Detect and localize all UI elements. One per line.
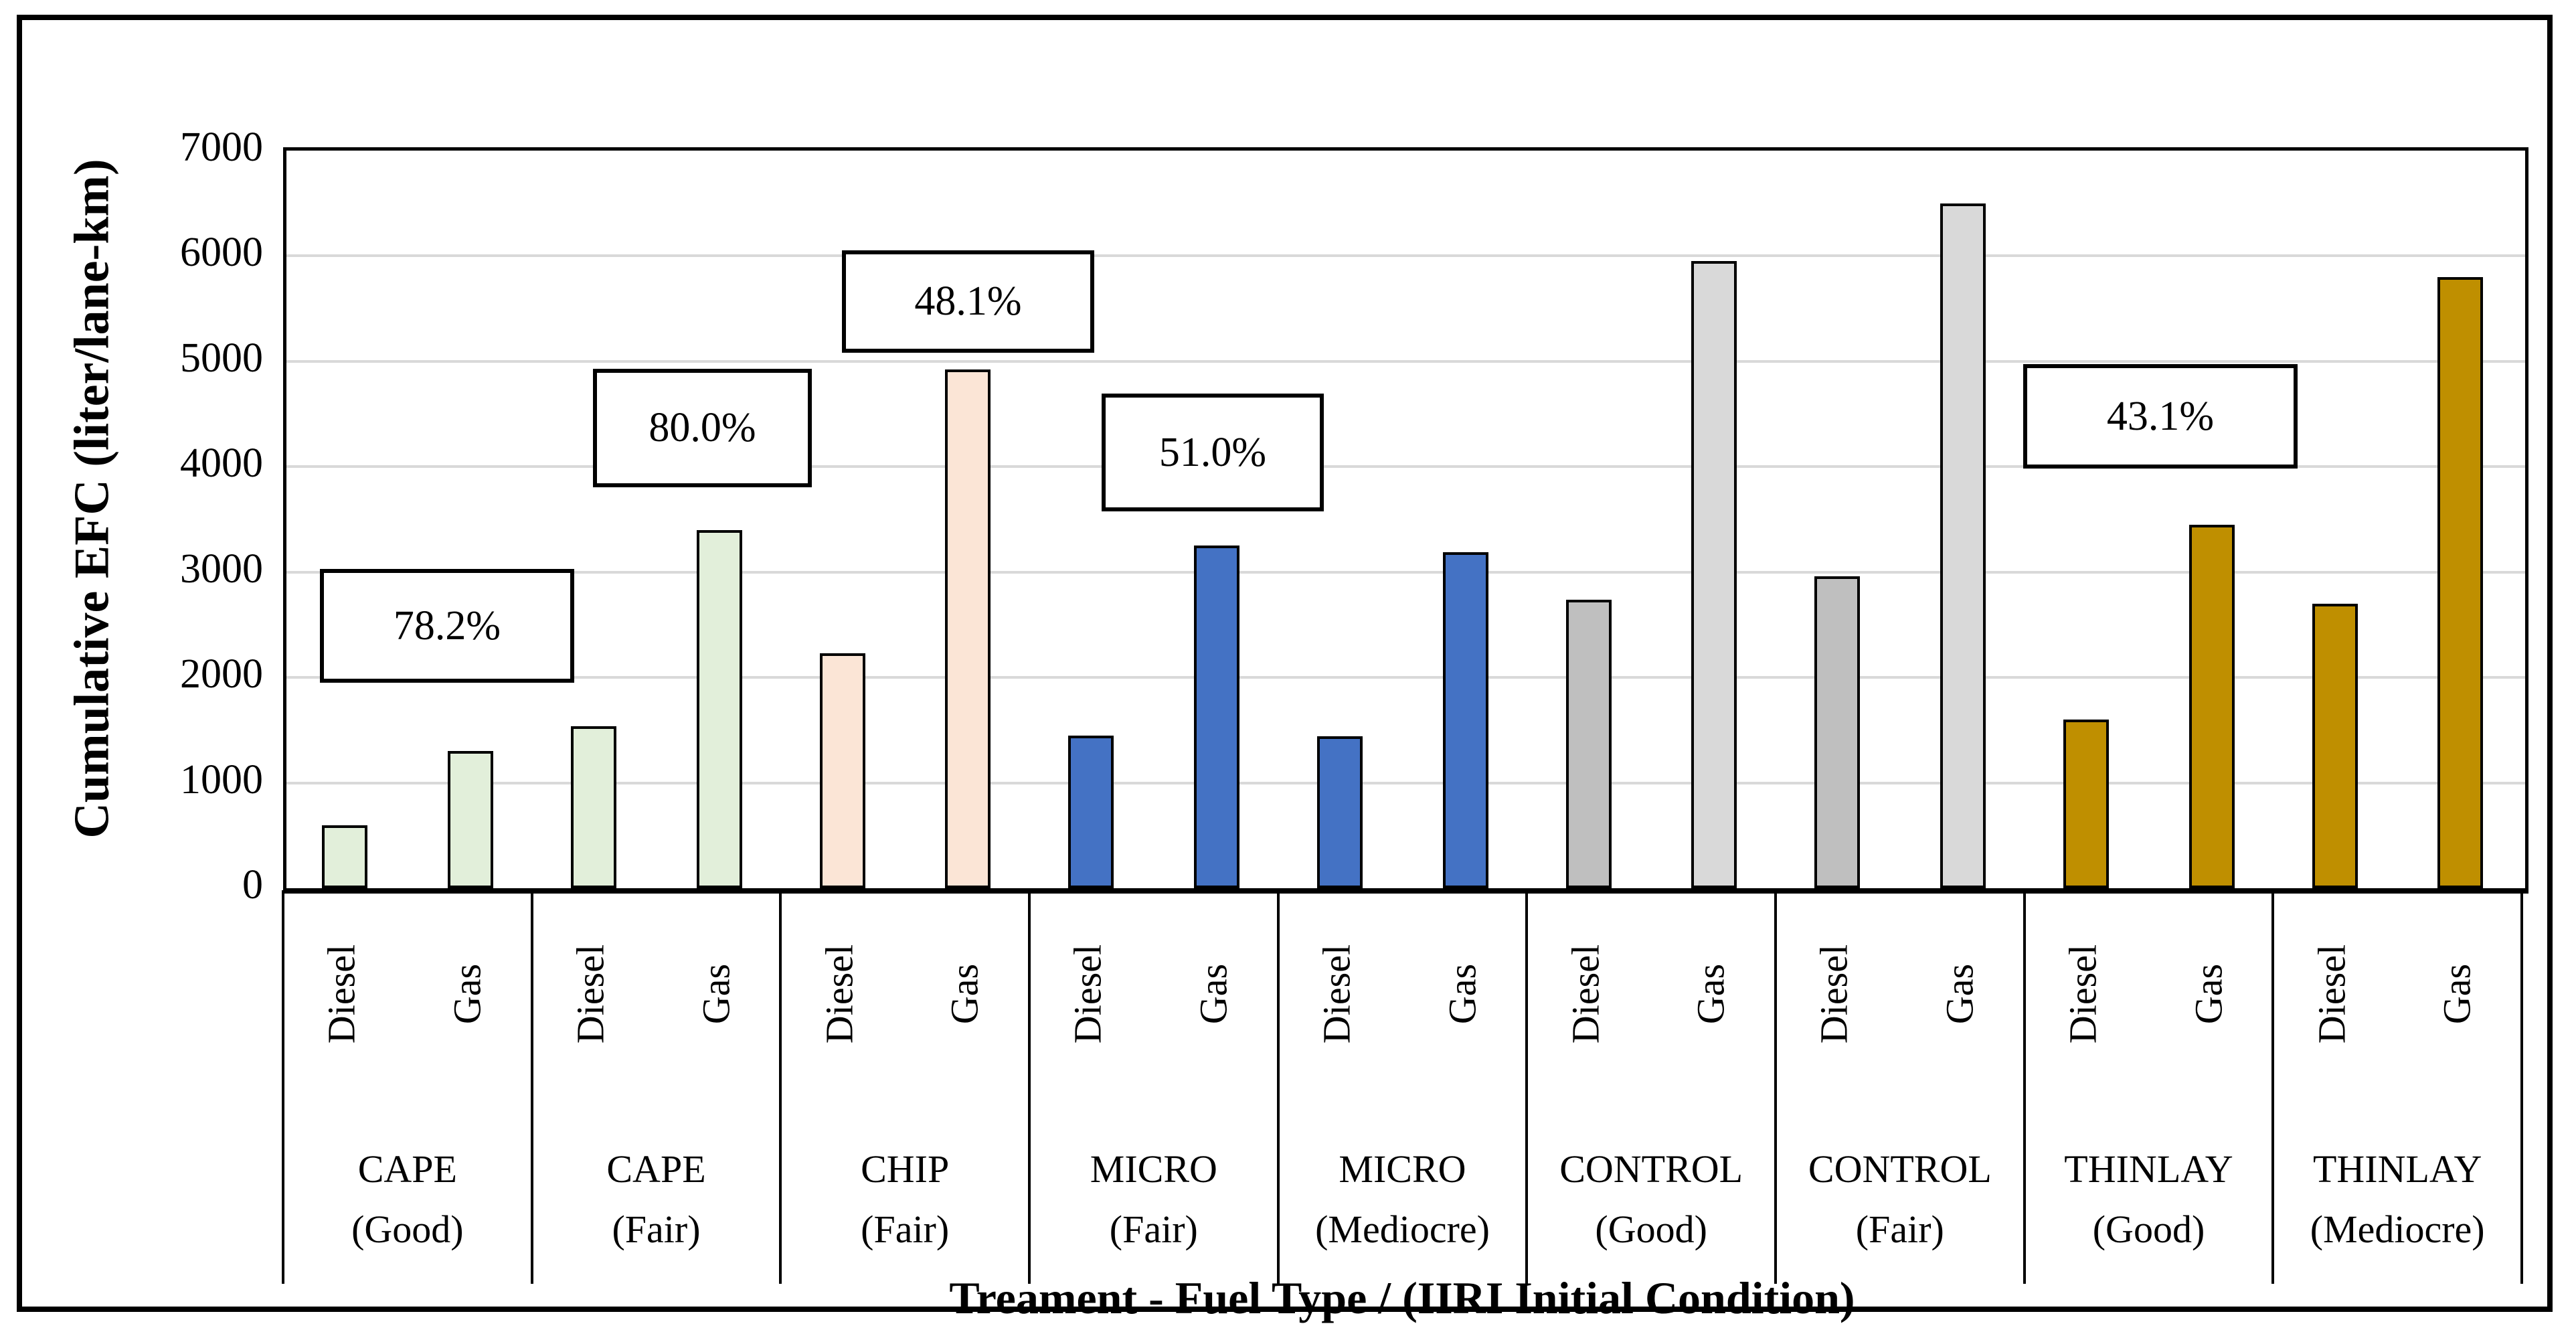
group-label-micro-mediocre: MICRO (Mediocre) bbox=[1315, 1139, 1490, 1260]
bar-control-fair-diesel bbox=[1814, 576, 1861, 888]
y-tick-label-2000: 2000 bbox=[180, 651, 263, 697]
group-treatment-text: MICRO bbox=[1090, 1147, 1217, 1191]
bar-thinlay-good-gas bbox=[2188, 524, 2235, 888]
bar-micro-mediocre-diesel bbox=[1317, 736, 1363, 888]
fuel-label-cape-good-gas: Gas bbox=[445, 963, 489, 1025]
group-treatment-text: CHIP bbox=[861, 1147, 950, 1191]
group-treatment-text: CAPE bbox=[606, 1147, 706, 1191]
gridline-3000 bbox=[286, 570, 2525, 574]
bar-thinlay-mediocre-gas bbox=[2437, 276, 2484, 888]
group-condition-text: (Good) bbox=[2092, 1207, 2205, 1251]
y-tick-label-6000: 6000 bbox=[180, 230, 263, 276]
plot-area: 78.2% 80.0% 48.1% 51.0% 43.1% bbox=[283, 147, 2528, 894]
fuel-label-thinlay-good-diesel: Diesel bbox=[2061, 944, 2105, 1044]
percent-label-43.1: 43.1% bbox=[2023, 364, 2298, 469]
fuel-label-micro-mediocre-gas: Gas bbox=[1440, 963, 1484, 1025]
group-condition-text: (Good) bbox=[1595, 1207, 1707, 1251]
gridline-2000 bbox=[286, 676, 2525, 679]
bar-control-fair-gas bbox=[1940, 203, 1986, 888]
y-tick-label-3000: 3000 bbox=[180, 546, 263, 592]
group-treatment-text: CAPE bbox=[357, 1147, 457, 1191]
category-separator-8 bbox=[2271, 890, 2275, 1284]
group-label-cape-fair: CAPE (Fair) bbox=[606, 1139, 705, 1260]
bar-chip-fair-diesel bbox=[819, 653, 865, 888]
gridline-5000 bbox=[286, 359, 2525, 363]
fuel-label-chip-fair-diesel: Diesel bbox=[817, 944, 861, 1044]
bar-chip-fair-gas bbox=[945, 369, 991, 888]
gridline-6000 bbox=[286, 254, 2525, 258]
group-condition-text: (Good) bbox=[351, 1207, 464, 1251]
group-condition-text: (Fair) bbox=[1855, 1207, 1944, 1251]
fuel-label-micro-mediocre-diesel: Diesel bbox=[1314, 944, 1359, 1044]
bar-control-good-gas bbox=[1691, 261, 1737, 888]
bar-thinlay-mediocre-diesel bbox=[2312, 603, 2358, 888]
bar-micro-fair-gas bbox=[1194, 546, 1240, 888]
category-separator-7 bbox=[2023, 890, 2026, 1284]
category-separator-0 bbox=[282, 890, 284, 1284]
group-label-control-good: CONTROL (Good) bbox=[1559, 1139, 1743, 1260]
fuel-label-cape-good-diesel: Diesel bbox=[319, 944, 363, 1044]
gridline-4000 bbox=[286, 465, 2525, 469]
figure-border: Cumulative EFC (liter/lane-km) 0 1000 2000… bbox=[17, 15, 2553, 1323]
group-treatment-text: CONTROL bbox=[1808, 1147, 1992, 1191]
bar-micro-mediocre-gas bbox=[1442, 552, 1488, 888]
group-treatment-text: THINLAY bbox=[2064, 1147, 2233, 1191]
fuel-label-control-good-diesel: Diesel bbox=[1563, 944, 1608, 1044]
group-label-chip-fair: CHIP (Fair) bbox=[861, 1139, 949, 1260]
fuel-label-thinlay-good-gas: Gas bbox=[2186, 963, 2231, 1025]
percent-label-78.2: 78.2% bbox=[320, 569, 574, 683]
group-treatment-text: MICRO bbox=[1339, 1147, 1466, 1191]
percent-label-80.0: 80.0% bbox=[593, 369, 812, 487]
percent-label-48.1: 48.1% bbox=[842, 250, 1094, 353]
category-separator-9 bbox=[2520, 890, 2523, 1284]
group-condition-text: (Fair) bbox=[612, 1207, 701, 1251]
category-separator-3 bbox=[1028, 890, 1031, 1284]
fuel-label-cape-fair-diesel: Diesel bbox=[568, 944, 612, 1044]
group-condition-text: (Fair) bbox=[861, 1207, 950, 1251]
bar-cape-fair-diesel bbox=[571, 726, 616, 888]
group-label-micro-fair: MICRO (Fair) bbox=[1090, 1139, 1217, 1260]
bar-micro-fair-diesel bbox=[1068, 735, 1114, 888]
fuel-label-thinlay-mediocre-diesel: Diesel bbox=[2310, 944, 2354, 1044]
group-treatment-text: CONTROL bbox=[1559, 1147, 1743, 1191]
fuel-label-micro-fair-gas: Gas bbox=[1191, 963, 1235, 1025]
category-separator-1 bbox=[530, 890, 533, 1284]
bar-thinlay-good-diesel bbox=[2063, 720, 2109, 888]
group-treatment-text: THINLAY bbox=[2312, 1147, 2482, 1191]
fuel-label-micro-fair-diesel: Diesel bbox=[1065, 944, 1110, 1044]
x-axis-title: Treament - Fuel Type / (IIRI Initial Con… bbox=[949, 1272, 1855, 1323]
category-separator-2 bbox=[779, 890, 782, 1284]
bar-control-good-diesel bbox=[1565, 599, 1612, 888]
bar-cape-good-gas bbox=[448, 751, 494, 888]
bar-cape-good-diesel bbox=[322, 825, 368, 888]
fuel-label-control-fair-gas: Gas bbox=[1938, 963, 1982, 1025]
y-tick-label-5000: 5000 bbox=[180, 335, 263, 381]
bar-cape-fair-gas bbox=[696, 529, 742, 888]
y-tick-label-0: 0 bbox=[242, 862, 263, 908]
group-condition-text: (Mediocre) bbox=[1315, 1207, 1490, 1251]
category-separator-5 bbox=[1525, 890, 1529, 1284]
group-label-control-fair: CONTROL (Fair) bbox=[1808, 1139, 1992, 1260]
group-label-thinlay-mediocre: THINLAY (Mediocre) bbox=[2310, 1139, 2485, 1260]
group-label-cape-good: CAPE (Good) bbox=[351, 1139, 464, 1260]
gridline-1000 bbox=[286, 781, 2525, 784]
y-tick-label-7000: 7000 bbox=[180, 124, 263, 170]
fuel-label-chip-fair-gas: Gas bbox=[942, 963, 986, 1025]
category-separator-6 bbox=[1774, 890, 1777, 1284]
group-label-thinlay-good: THINLAY (Good) bbox=[2064, 1139, 2233, 1260]
fuel-label-cape-fair-gas: Gas bbox=[694, 963, 738, 1025]
group-condition-text: (Mediocre) bbox=[2310, 1207, 2485, 1251]
fuel-label-control-fair-diesel: Diesel bbox=[1812, 944, 1856, 1044]
group-condition-text: (Fair) bbox=[1109, 1207, 1198, 1251]
category-separator-4 bbox=[1276, 890, 1280, 1284]
y-tick-label-4000: 4000 bbox=[180, 440, 263, 487]
y-tick-label-1000: 1000 bbox=[180, 756, 263, 803]
fuel-label-control-good-gas: Gas bbox=[1689, 963, 1733, 1025]
percent-label-51.0: 51.0% bbox=[1102, 394, 1324, 511]
fuel-label-thinlay-mediocre-gas: Gas bbox=[2435, 963, 2479, 1025]
